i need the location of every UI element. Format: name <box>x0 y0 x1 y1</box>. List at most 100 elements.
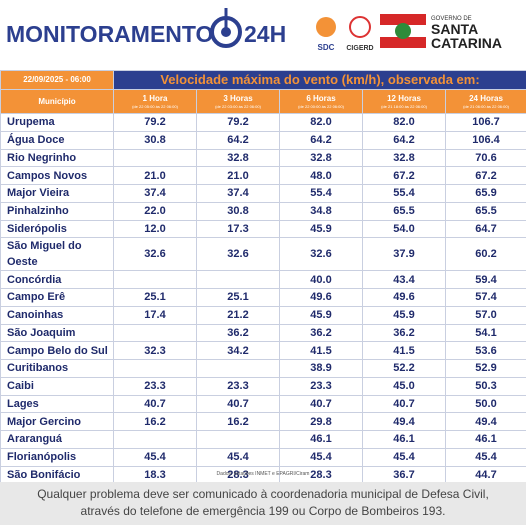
footer: Qualquer problema deve ser comunicado à … <box>0 482 526 525</box>
wind-value: 32.3 <box>113 341 197 360</box>
data-row: Pinhalzinho 22.0 30.8 34.8 65.5 65.5 <box>0 201 526 221</box>
wind-value: 32.8 <box>279 148 363 168</box>
wind-value: 36.2 <box>196 323 280 343</box>
wind-table: 22/09/2025 - 06:00 Velocidade máxima do … <box>0 70 526 485</box>
caption: Velocidade máxima do vento (km/h), obser… <box>112 70 526 90</box>
wind-value: 40.7 <box>279 394 363 414</box>
data-row: Canoinhas 17.4 21.2 45.9 45.9 57.0 <box>0 305 526 325</box>
wind-value: 21.2 <box>196 305 280 325</box>
municipality: Major Vieira <box>0 184 114 203</box>
data-row: Campo Erê 25.1 25.1 49.6 49.6 57.4 <box>0 288 526 307</box>
wind-value: 32.6 <box>113 237 197 272</box>
wind-value: 64.2 <box>196 130 280 150</box>
wind-value: 54.1 <box>444 323 526 343</box>
column-header: 24 Horas (de 21 06:00 às 22 06:00) <box>444 89 526 114</box>
wind-value: 46.1 <box>362 430 446 449</box>
wind-value: 57.4 <box>444 288 526 307</box>
data-row: Água Doce 30.8 64.2 64.2 64.2 106.4 <box>0 130 526 150</box>
wind-value: 45.0 <box>362 376 446 396</box>
municipality: Campo Erê <box>0 288 114 307</box>
municipality: São Joaquim <box>0 323 114 343</box>
column-label: 3 Horas <box>223 93 253 103</box>
wind-value: 64.7 <box>444 219 526 239</box>
wind-value: 49.4 <box>362 412 446 431</box>
wind-value: 36.2 <box>279 323 363 343</box>
column-range: (de 21 06:00 às 22 06:00) <box>463 103 509 109</box>
municipality: Canoinhas <box>0 305 114 325</box>
wind-value: 55.4 <box>362 184 446 203</box>
wind-value: 45.4 <box>279 447 363 467</box>
municipality: Major Gercino <box>0 412 114 431</box>
wind-value: 17.3 <box>196 219 280 239</box>
wind-value: 60.2 <box>444 237 526 272</box>
wind-value: 37.4 <box>113 184 197 203</box>
municipality: Campo Belo do Sul <box>0 341 114 360</box>
wind-value: 82.0 <box>362 113 446 132</box>
wind-value: 48.0 <box>279 166 363 185</box>
wind-value: 21.0 <box>113 166 197 185</box>
wind-value: 41.5 <box>362 341 446 360</box>
municipality: São Miguel do Oeste <box>0 237 114 272</box>
data-row: Curitibanos 38.9 52.2 52.9 <box>0 359 526 378</box>
column-label: 24 Horas <box>469 93 503 103</box>
wind-value: 57.0 <box>444 305 526 325</box>
data-row: Major Gercino 16.2 16.2 29.8 49.4 49.4 <box>0 412 526 431</box>
data-row: Siderópolis 12.0 17.3 45.9 54.0 64.7 <box>0 219 526 239</box>
column-range: (de 22 00:00 às 22 06:00) <box>298 103 344 109</box>
municipality: Pinhalzinho <box>0 201 114 221</box>
wind-value: 65.5 <box>444 201 526 221</box>
wind-value: 38.9 <box>279 359 363 378</box>
wind-value: 29.8 <box>279 412 363 431</box>
data-row: Major Vieira 37.4 37.4 55.4 55.4 65.9 <box>0 184 526 203</box>
table-body: 22/09/2025 - 06:00 Velocidade máxima do … <box>0 70 526 485</box>
header-row: 22/09/2025 - 06:00 Velocidade máxima do … <box>0 70 526 90</box>
flag-emblem <box>395 23 411 39</box>
wind-value: 32.8 <box>196 148 280 168</box>
wind-value: 43.4 <box>362 270 446 289</box>
footer-line: através do telefone de emergência 199 ou… <box>80 504 446 518</box>
municipality: Rio Negrinho <box>0 148 114 168</box>
wind-value: 52.9 <box>444 359 526 378</box>
wind-value: 25.1 <box>113 288 197 307</box>
source: Dados: estações INMET e EPAGRI/Ciram <box>216 471 310 477</box>
wind-value <box>113 323 197 343</box>
column-label: 1 Hora <box>142 93 168 103</box>
wind-value <box>196 359 280 378</box>
wind-value: 37.9 <box>362 237 446 272</box>
wind-value: 40.0 <box>279 270 363 289</box>
wind-value: 25.1 <box>196 288 280 307</box>
wind-value <box>196 430 280 449</box>
column-header: 6 Horas (de 22 00:00 às 22 06:00) <box>279 89 363 114</box>
wind-value: 32.6 <box>279 237 363 272</box>
wind-value: 16.2 <box>113 412 197 431</box>
column-header: Município <box>0 89 114 114</box>
wind-value: 40.7 <box>113 394 197 414</box>
data-row: São Bonifácio 18.3 28.3 28.3 36.7 44.7 <box>0 465 526 485</box>
wind-value: 41.5 <box>279 341 363 360</box>
wind-value: 79.2 <box>196 113 280 132</box>
data-row: São Miguel do Oeste 32.6 32.6 32.6 37.9 60.2 <box>0 237 526 272</box>
wind-value: 30.8 <box>196 201 280 221</box>
data-row: São Joaquim 36.2 36.2 36.2 54.1 <box>0 323 526 343</box>
wind-value: 32.8 <box>362 148 446 168</box>
wind-value: 64.2 <box>362 130 446 150</box>
logo-label: SDC <box>318 43 335 52</box>
municipality: Água Doce <box>0 130 114 150</box>
cigerd-logo <box>349 16 371 38</box>
wind-value: 106.7 <box>444 113 526 132</box>
wind-value: 45.9 <box>279 219 363 239</box>
municipality: Florianópolis <box>0 447 114 467</box>
wind-value <box>196 270 280 289</box>
wind-value: 22.0 <box>113 201 197 221</box>
wind-value: 37.4 <box>196 184 280 203</box>
wind-value <box>113 430 197 449</box>
wind-value: 23.3 <box>196 376 280 396</box>
wind-value: 50.3 <box>444 376 526 396</box>
wind-value: 45.4 <box>196 447 280 467</box>
wind-value: 36.2 <box>362 323 446 343</box>
column-range: (de 22 03:00 às 22 06:00) <box>215 103 261 109</box>
timestamp: 22/09/2025 - 06:00 <box>0 70 114 90</box>
wind-value: 23.3 <box>279 376 363 396</box>
data-row: Campos Novos 21.0 21.0 48.0 67.2 67.2 <box>0 166 526 185</box>
